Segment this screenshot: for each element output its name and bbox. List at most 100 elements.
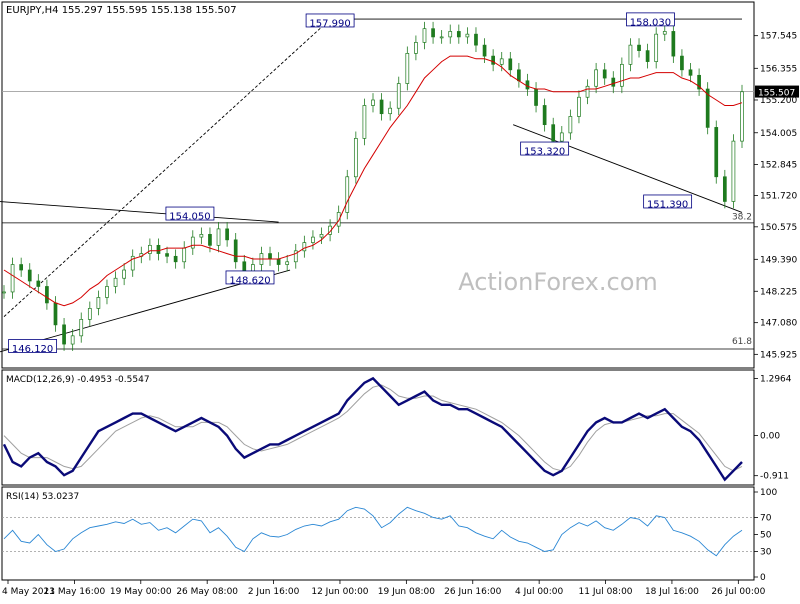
price-label: 154.050 — [165, 206, 215, 223]
price-axis-label: 145.925 — [760, 350, 797, 360]
price-label: 157.990 — [305, 13, 355, 29]
price-axis-label: 149.390 — [760, 255, 797, 265]
price-label: 146.120 — [8, 339, 58, 355]
candle — [585, 85, 590, 98]
candle — [482, 44, 487, 57]
candle — [27, 269, 32, 282]
candle — [628, 44, 633, 65]
price-axis-label: 151.720 — [760, 191, 797, 201]
candle — [345, 176, 350, 213]
candle — [422, 28, 427, 43]
rsi-axis-label: 30 — [760, 548, 772, 558]
price-label: 158.030 — [626, 12, 675, 28]
candle — [311, 236, 315, 243]
price-axis-label: 150.575 — [760, 223, 797, 233]
candle — [499, 58, 504, 65]
candle — [431, 28, 435, 38]
candle — [190, 236, 195, 249]
candle — [130, 255, 135, 271]
candle — [182, 247, 187, 263]
candle — [396, 83, 401, 109]
price-label: 148.620 — [225, 270, 275, 286]
candle — [379, 99, 384, 115]
price-label: 153.320 — [520, 141, 570, 158]
macd-panel-frame — [1, 369, 755, 486]
price-label-box — [225, 270, 275, 285]
candle — [148, 244, 152, 254]
rsi-axis-label: 70 — [760, 514, 772, 524]
candle — [688, 69, 693, 76]
macd-title: MACD(12,26,9) -0.4953 -0.5547 — [6, 375, 150, 385]
candle — [276, 258, 281, 265]
candle — [173, 255, 178, 263]
time-axis-label: 19 May 00:00 — [110, 587, 172, 597]
rsi-line — [3, 506, 743, 557]
candle — [654, 33, 659, 62]
candle — [165, 253, 169, 257]
time-axis-label: 11 May 16:00 — [44, 587, 106, 597]
header-symbol-line: EURJPY,H4 155.297 155.595 155.138 155.50… — [6, 5, 237, 16]
candle — [53, 302, 58, 326]
candle — [662, 31, 667, 35]
candle — [594, 69, 598, 87]
candle — [353, 138, 358, 178]
price-label-text: 158.030 — [630, 17, 671, 28]
candle — [87, 308, 92, 320]
price-label-text: 157.990 — [309, 18, 350, 29]
price-label-box — [643, 194, 693, 209]
candle — [10, 264, 15, 293]
current-price-label: 155.507 — [758, 89, 795, 99]
price-label-text: 148.620 — [229, 275, 270, 286]
falling-support-line — [513, 124, 743, 213]
candle — [122, 269, 126, 279]
channel-dashed-line — [3, 24, 325, 317]
axes: 157.545 156.355 155.200 154.005 152.845 151.7… — [2, 32, 799, 597]
candle — [19, 264, 24, 271]
time-axis-label: 19 Jun 08:00 — [378, 587, 435, 597]
price-axis-label: 152.845 — [760, 161, 797, 171]
macd-panel: MACD(12,26,9) -0.4953 -0.5547 — [2, 375, 743, 482]
candle — [620, 63, 624, 87]
candle — [680, 55, 684, 71]
price-label-box — [626, 12, 675, 27]
price-label-text: 146.120 — [12, 344, 53, 355]
candle — [388, 107, 393, 115]
candle — [79, 319, 84, 337]
candle — [96, 297, 101, 309]
candle — [45, 286, 49, 304]
candle — [2, 291, 6, 294]
price-axis-label: 148.225 — [760, 287, 797, 297]
candle — [456, 31, 461, 38]
candle — [293, 250, 298, 263]
candle — [105, 286, 109, 298]
price-label: 151.390 — [643, 194, 693, 210]
rsi-axis-label: 100 — [760, 488, 777, 498]
time-axis-label: 26 May 08:00 — [176, 587, 238, 597]
candle — [285, 261, 290, 265]
price-panel-frame — [1, 1, 755, 369]
candle — [731, 140, 736, 202]
candle — [637, 44, 641, 51]
candle — [362, 105, 367, 139]
candle — [517, 69, 521, 82]
candle — [705, 88, 710, 128]
time-axis-label: 26 Jul 00:00 — [711, 587, 765, 597]
fib-label-38.2: 38.2 — [732, 212, 752, 222]
price-axis-label: 156.355 — [760, 64, 797, 74]
rsi-panel: RSI(14) 53.0237 — [2, 492, 754, 557]
rsi-axis-label: 50 — [760, 531, 772, 541]
candle — [671, 31, 676, 57]
candle — [405, 53, 410, 84]
time-axis-label: 26 Jun 16:00 — [444, 587, 501, 597]
falling-resistance-line — [0, 201, 279, 223]
price-label-box — [165, 206, 215, 221]
candle — [113, 277, 118, 287]
candle — [336, 212, 341, 227]
candle — [508, 58, 513, 71]
time-axis-label: 12 Jun 00:00 — [311, 587, 368, 597]
candle — [491, 55, 495, 65]
candle — [371, 99, 375, 106]
price-axis-label: 154.005 — [760, 129, 797, 139]
